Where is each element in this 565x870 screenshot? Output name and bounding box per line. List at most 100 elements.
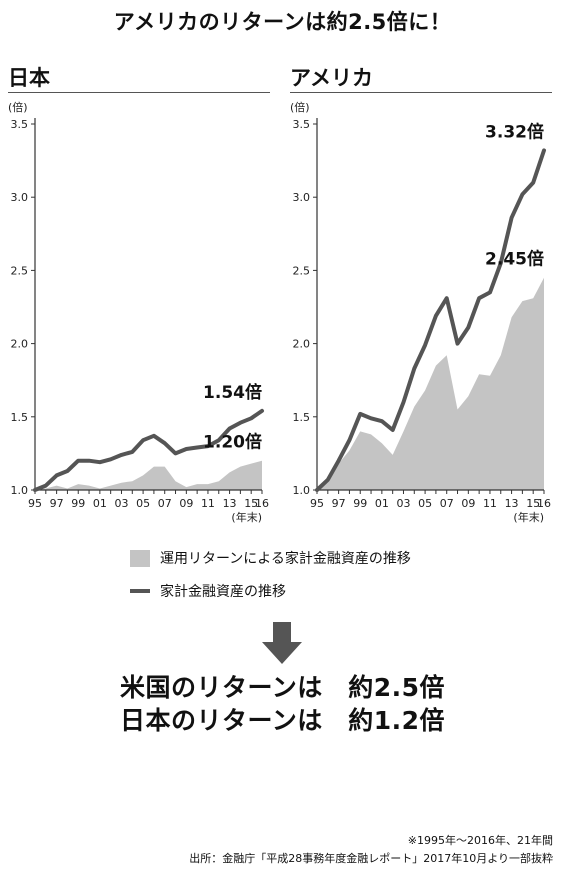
japan-line-point [206, 444, 210, 448]
usa-title-rule [290, 92, 552, 93]
usa-line-point [326, 478, 330, 482]
legend-line-label: 家計金融資産の推移 [160, 584, 286, 600]
japan-line-series [33, 408, 264, 492]
japan-y-tick-label: 3.0 [11, 191, 29, 204]
japan-line-point [120, 453, 123, 457]
legend-line-item: 家計金融資産の推移 [130, 581, 286, 601]
japan-y-tick-label: 1.5 [11, 411, 29, 424]
japan-y-tick-label: 2.0 [11, 338, 29, 351]
japan-x-tick-label: 16 [255, 497, 269, 510]
japan-line-point [87, 459, 91, 463]
headline: アメリカのリターンは約2.5倍に！ [113, 10, 452, 34]
usa-chart: (倍) 1.0 1.5 2.0 2.5 3.0 3.5 95 97 99 01 03 05 07 09 11 1… [290, 100, 551, 524]
usa-line-series [315, 148, 546, 492]
japan-line-point [109, 457, 113, 461]
japan-line-point [174, 452, 177, 455]
usa-x-tick-label: 97 [332, 497, 346, 510]
japan-x-tick-label: 03 [114, 497, 128, 510]
usa-line-point [380, 419, 384, 423]
footnote-source: 出所：金融庁「平成28事務年度金融レポート」2017年10月より一部抜粋 [189, 852, 553, 865]
japan-chart: (倍) 1.0 1.5 2.0 2.5 3.0 3.5 95 97 99 01 03 05 07 09 11 1… [8, 100, 269, 524]
conclusion-japan: 日本のリターンは 約1.2倍 [119, 706, 446, 735]
usa-x-tick-label: 13 [505, 497, 519, 510]
usa-area-end-label: 2.45倍 [485, 249, 544, 270]
japan-x-tick-label: 09 [179, 497, 193, 510]
usa-x-tick-label: 09 [461, 497, 475, 510]
usa-line-point [391, 428, 395, 432]
usa-y-tick-label: 3.5 [293, 118, 311, 131]
usa-line-point [423, 343, 427, 347]
japan-x-tick-label: 97 [50, 497, 64, 510]
usa-line-point [402, 400, 405, 404]
japan-panel-title: 日本 [8, 66, 50, 90]
usa-line-point [456, 342, 459, 345]
japan-title-rule [8, 92, 270, 93]
legend-area-swatch [130, 549, 150, 567]
usa-line-point [510, 216, 513, 220]
usa-line-point [337, 459, 341, 463]
japan-area-series [35, 460, 262, 490]
japan-year-end-label: (年末) [231, 510, 262, 524]
japan-line-point [98, 460, 102, 464]
japan-y-tick-label: 3.5 [11, 118, 29, 131]
japan-line-point [55, 473, 59, 477]
legend-area-item: 運用リターンによる家計金融資産の推移 [130, 548, 411, 568]
usa-area-series [317, 277, 544, 490]
japan-line-point [152, 434, 156, 438]
usa-line-point [348, 438, 351, 442]
japan-line-point [76, 459, 80, 463]
usa-x-tick-label: 16 [537, 497, 551, 510]
footnote-period: ※1995年～2016年、21年間 [407, 834, 553, 847]
japan-y-tick-label: 2.5 [11, 264, 29, 277]
usa-x-tick-label: 99 [353, 497, 367, 510]
usa-line-point [542, 148, 546, 152]
legend-area-label: 運用リターンによる家計金融資産の推移 [160, 551, 411, 567]
usa-line-point [499, 261, 503, 265]
japan-line-point [260, 409, 264, 413]
japan-line-point [163, 441, 167, 445]
usa-y-tick-label: 1.0 [293, 484, 311, 497]
conclusion-us: 米国のリターンは 約2.5倍 [119, 673, 446, 702]
usa-line-point [412, 367, 416, 370]
japan-line-point [238, 421, 242, 425]
japan-line-point [184, 447, 188, 451]
usa-x-tick-label: 11 [483, 497, 497, 510]
usa-line-point [315, 488, 319, 492]
usa-year-end-label: (年末) [513, 510, 544, 524]
usa-line-point [488, 290, 492, 294]
japan-x-tick-label: 07 [158, 497, 172, 510]
japan-x-tick-label: 01 [93, 497, 107, 510]
usa-x-tick-label: 15 [526, 497, 540, 510]
japan-x-tick-label: 15 [244, 497, 258, 510]
japan-x-tick-label: 95 [28, 497, 42, 510]
japan-line-point [33, 488, 37, 492]
japan-line-point [66, 469, 69, 473]
japan-line-point [195, 446, 199, 449]
japan-x-tick-label: 13 [223, 497, 237, 510]
legend-line-swatch [130, 589, 150, 593]
usa-x-tick-label: 03 [396, 497, 410, 510]
japan-line-point [130, 450, 134, 454]
down-arrow-icon [262, 622, 302, 664]
usa-line-point [520, 192, 524, 196]
usa-unit-label: (倍) [290, 100, 310, 114]
usa-line-point [445, 296, 449, 300]
japan-unit-label: (倍) [8, 100, 28, 114]
usa-line-point [477, 296, 481, 300]
usa-line-point [358, 412, 362, 416]
japan-x-tick-label: 11 [201, 497, 215, 510]
usa-y-tick-label: 2.5 [293, 264, 311, 277]
japan-line-point [44, 484, 48, 488]
japan-line-point [217, 438, 221, 442]
japan-x-tick-label: 99 [71, 497, 85, 510]
usa-panel-title: アメリカ [290, 66, 373, 90]
usa-line-point [466, 326, 470, 329]
japan-line-point [228, 427, 231, 430]
japan-line-point [141, 438, 145, 442]
usa-line-point [369, 416, 373, 420]
japan-line-point [249, 416, 253, 420]
usa-line-point [531, 181, 535, 184]
usa-x-tick-label: 07 [440, 497, 454, 510]
usa-y-tick-label: 2.0 [293, 338, 311, 351]
usa-y-tick-label: 3.0 [293, 191, 311, 204]
